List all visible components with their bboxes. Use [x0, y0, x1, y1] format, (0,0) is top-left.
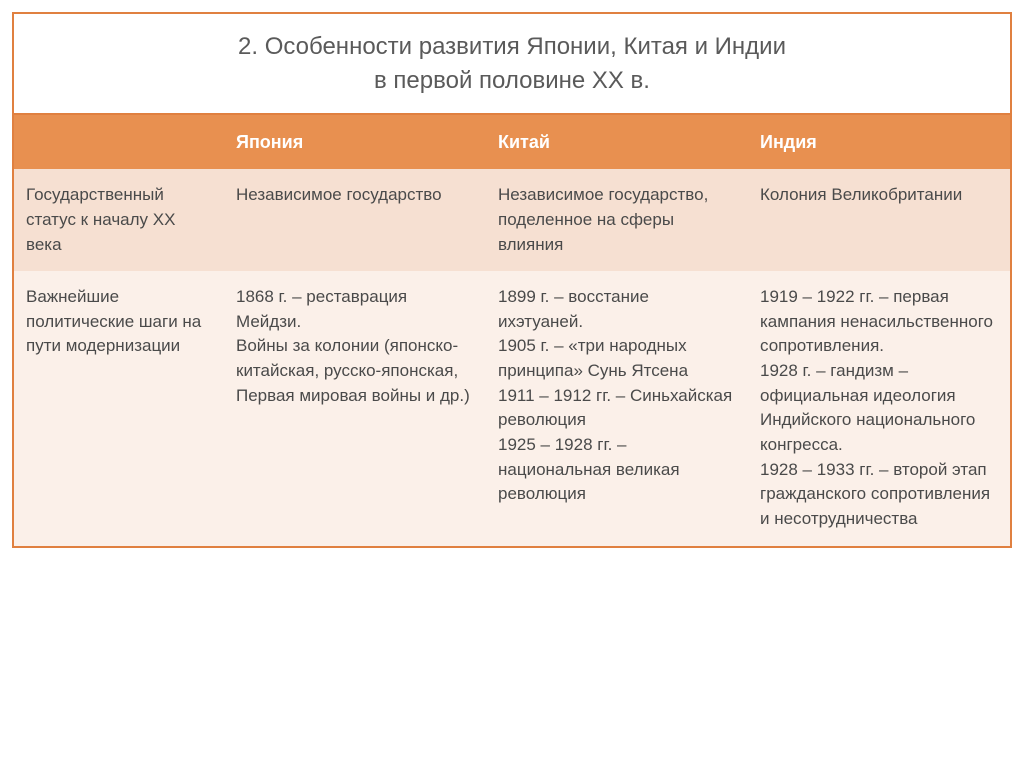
title-box: 2. Особенности развития Японии, Китая и …: [14, 14, 1010, 115]
table-header-row: Япония Китай Индия: [14, 115, 1010, 169]
row-label-politics: Важнейшие политические шаги на пути моде…: [14, 271, 224, 545]
table-row: Государственный статус к началу XX века …: [14, 169, 1010, 271]
table-container: 2. Особенности развития Японии, Китая и …: [12, 12, 1012, 548]
header-japan: Япония: [224, 115, 486, 169]
cell-politics-japan: 1868 г. – реставрация Мейдзи. Войны за к…: [224, 271, 486, 545]
cell-status-india: Колония Великобритании: [748, 169, 1010, 271]
table-row: Важнейшие политические шаги на пути моде…: [14, 271, 1010, 545]
header-empty: [14, 115, 224, 169]
title-line-1: 2. Особенности развития Японии, Китая и …: [34, 30, 990, 64]
cell-status-china: Независимое государство, поделенное на с…: [486, 169, 748, 271]
row-label-status: Государственный статус к началу XX века: [14, 169, 224, 271]
title-line-2: в первой половине XX в.: [34, 64, 990, 98]
cell-politics-china: 1899 г. – восстание ихэтуаней. 1905 г. –…: [486, 271, 748, 545]
header-india: Индия: [748, 115, 1010, 169]
comparison-table: Япония Китай Индия Государственный стату…: [14, 115, 1010, 545]
header-china: Китай: [486, 115, 748, 169]
cell-politics-india: 1919 – 1922 гг. – первая кампания ненаси…: [748, 271, 1010, 545]
cell-status-japan: Независимое государство: [224, 169, 486, 271]
